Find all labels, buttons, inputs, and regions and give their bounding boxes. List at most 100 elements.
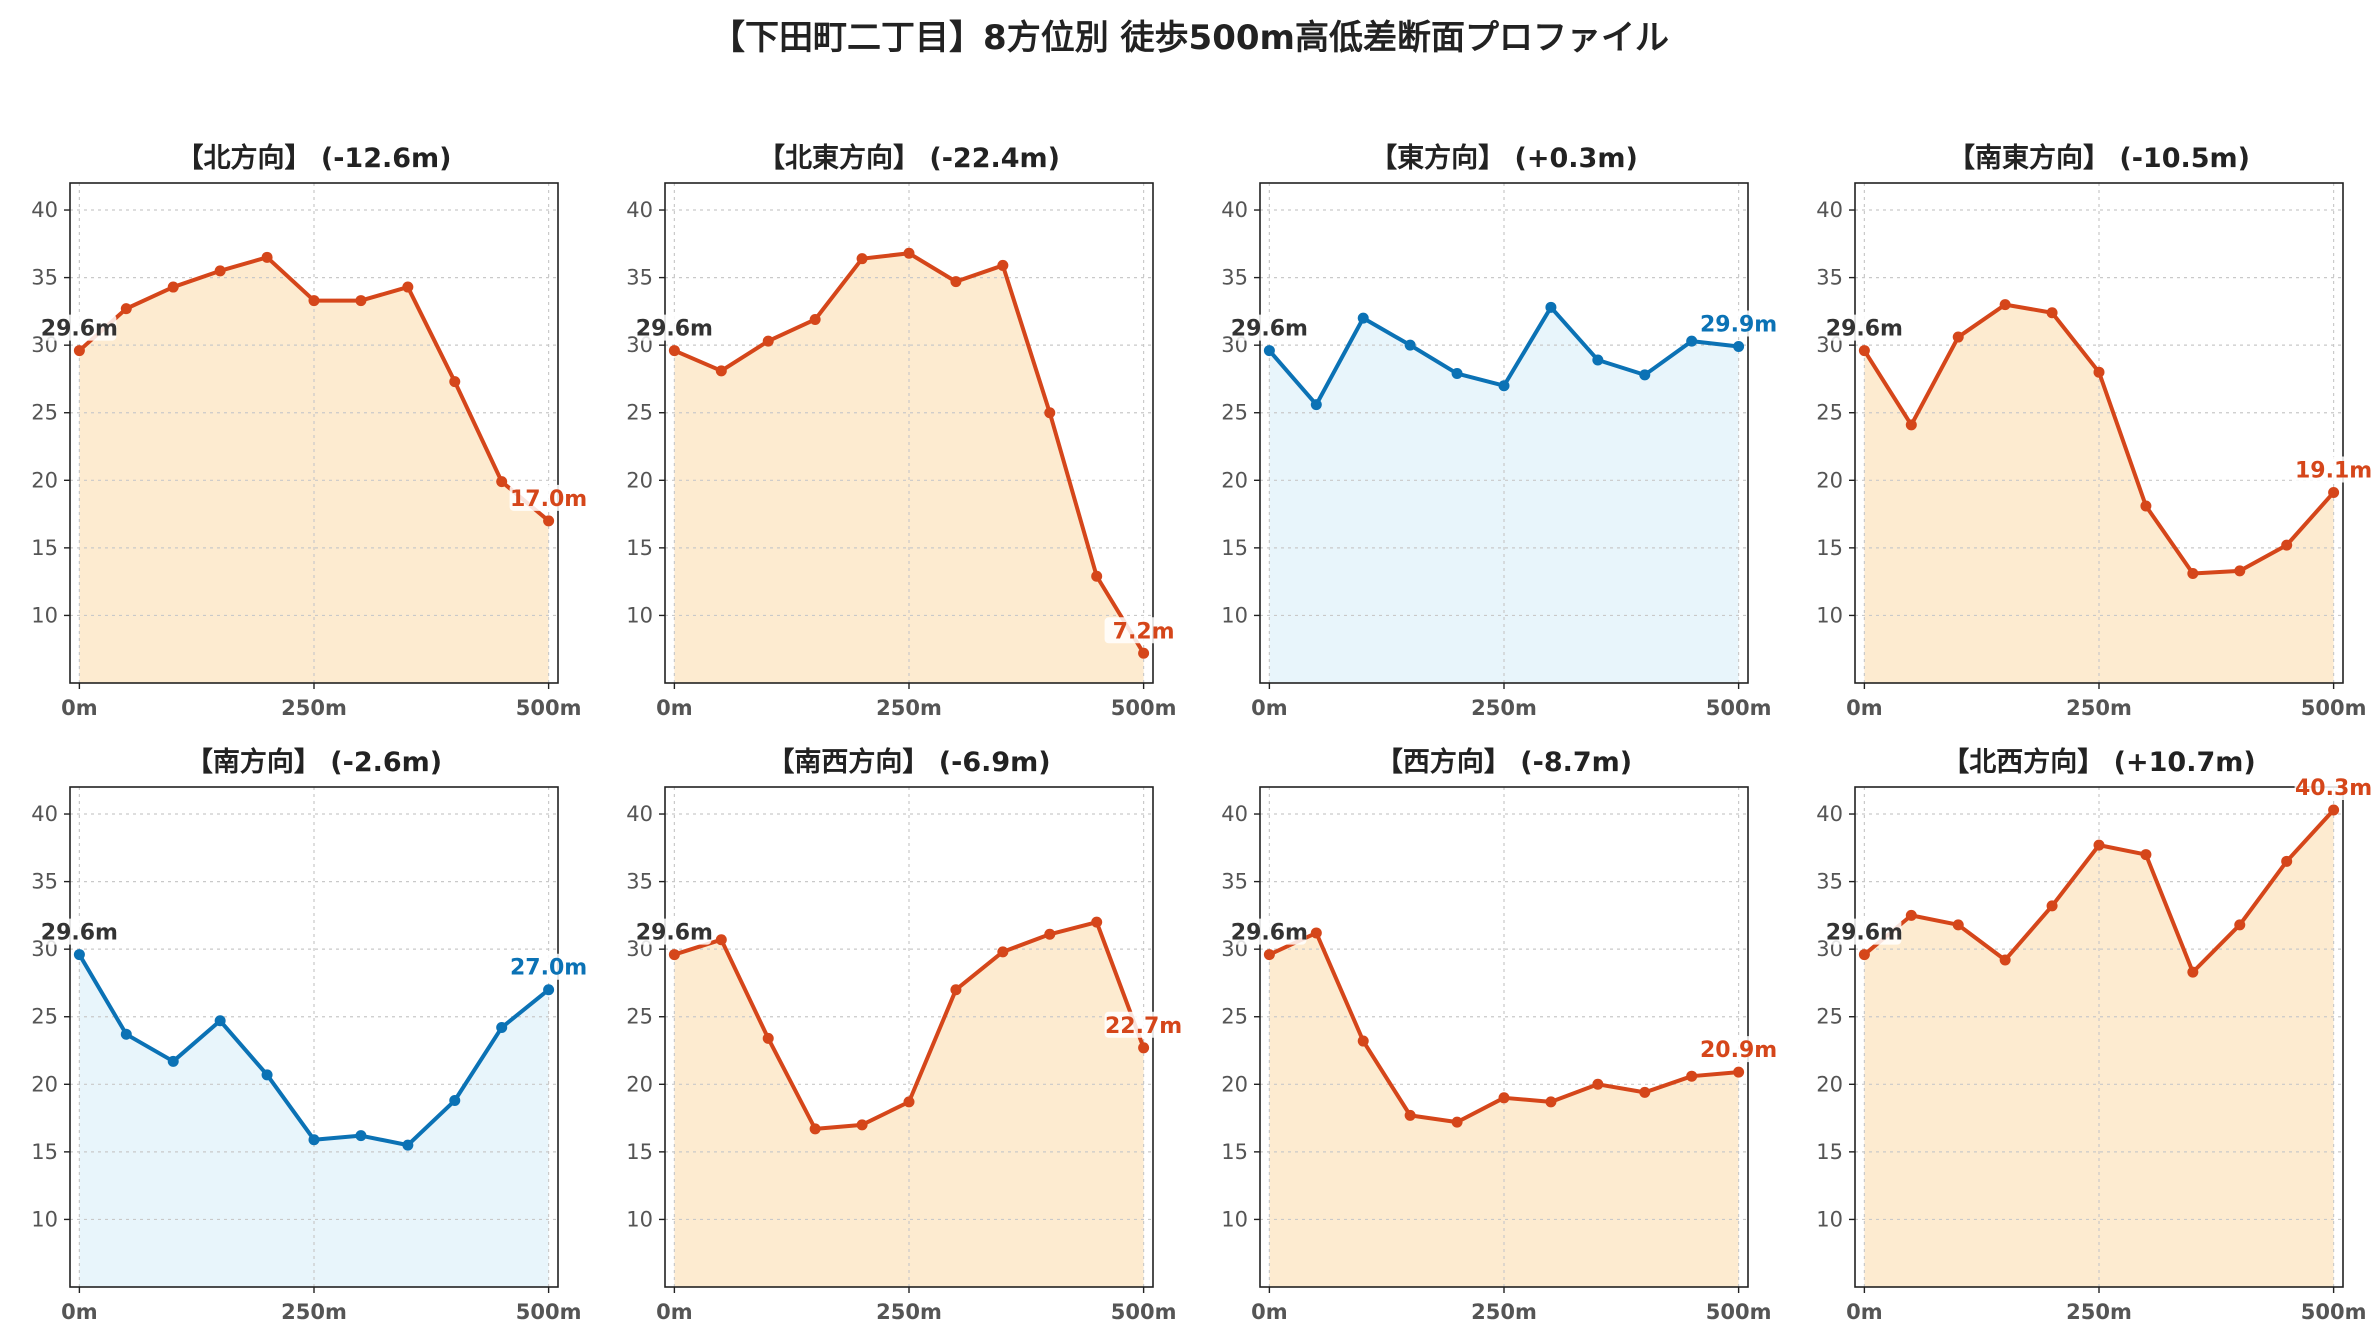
data-point [1310,927,1322,939]
data-point [402,281,414,293]
x-tick-label: 500m [1111,696,1177,720]
y-tick-label: 15 [1816,536,1843,560]
y-tick-label: 25 [31,401,58,425]
data-point [762,1032,774,1044]
data-point [1592,1078,1604,1090]
data-point [1858,949,1870,961]
end-label-bg [1104,617,1183,644]
y-tick-label: 10 [31,1207,58,1231]
data-point [1310,399,1322,411]
data-point [167,1055,179,1067]
x-tick-label: 250m [2066,696,2132,720]
data-point [1905,419,1917,431]
end-label: 40.3m [2295,776,2372,801]
data-point [1044,407,1056,419]
data-point [261,1069,273,1081]
y-tick-label: 25 [626,401,653,425]
y-tick-label: 20 [1221,468,1248,492]
data-point [496,476,508,488]
data-point [1404,1109,1416,1121]
chart-title: 【北東方向】 (-22.4m) [758,142,1060,174]
area-fill [1269,307,1739,683]
x-tick-label: 500m [516,1300,582,1324]
chart-title: 【西方向】 (-8.7m) [1376,746,1632,778]
y-tick-label: 15 [1221,536,1248,560]
x-tick-label: 250m [2066,1300,2132,1324]
y-tick-label: 35 [626,266,653,290]
y-tick-label: 35 [31,870,58,894]
data-point [2187,966,2199,978]
data-point [1091,570,1103,582]
y-tick-label: 15 [626,536,653,560]
y-tick-label: 15 [1816,1140,1843,1164]
x-tick-label: 250m [1471,1300,1537,1324]
y-tick-label: 40 [1221,802,1248,826]
y-tick-label: 35 [1221,266,1248,290]
data-point [2234,565,2246,577]
data-point [1451,368,1463,380]
data-point [308,1134,320,1146]
data-point [2281,855,2293,867]
y-tick-label: 10 [1221,603,1248,627]
start-label: 29.6m [636,317,713,342]
x-tick-label: 250m [876,1300,942,1324]
data-point [2328,486,2340,498]
start-label-bg [42,918,117,945]
x-tick-label: 250m [281,1300,347,1324]
data-point [1545,1096,1557,1108]
data-point [402,1139,414,1151]
data-point [2140,500,2152,512]
end-label-bg [509,953,588,980]
data-point [1263,949,1275,961]
start-label-bg [1827,314,1902,341]
data-point [1498,1092,1510,1104]
y-tick-label: 15 [626,1140,653,1164]
data-point [1905,909,1917,921]
y-tick-label: 25 [1816,1005,1843,1029]
data-point [1451,1116,1463,1128]
end-label-bg [1104,1011,1183,1038]
data-point [1592,354,1604,366]
y-tick-label: 15 [1221,1140,1248,1164]
data-point [1138,1042,1150,1054]
x-tick-label: 500m [2301,696,2367,720]
y-tick-label: 25 [31,1005,58,1029]
start-label: 29.6m [1826,921,1903,946]
x-tick-label: 500m [2301,1300,2367,1324]
data-point [668,345,680,357]
x-tick-label: 0m [1251,1300,1288,1324]
data-point [1044,928,1056,940]
y-tick-label: 10 [1221,1207,1248,1231]
data-point [2093,839,2105,851]
y-tick-label: 40 [1221,198,1248,222]
data-point [1686,1070,1698,1082]
data-point [903,247,915,259]
start-label: 29.6m [1231,317,1308,342]
data-point [261,251,273,263]
y-tick-label: 35 [1816,266,1843,290]
x-tick-label: 0m [1846,696,1883,720]
x-tick-label: 500m [1111,1300,1177,1324]
data-point [449,376,461,388]
x-tick-label: 500m [516,696,582,720]
start-label: 29.6m [636,921,713,946]
data-point [2046,900,2058,912]
data-point [73,949,85,961]
y-tick-label: 20 [1221,1072,1248,1096]
end-label-bg [1699,310,1778,337]
y-tick-label: 40 [1816,198,1843,222]
data-point [903,1096,915,1108]
data-point [715,365,727,377]
y-tick-label: 40 [626,802,653,826]
data-point [543,515,555,527]
data-point [1639,369,1651,381]
data-point [1498,380,1510,392]
figure-title: 【下田町二丁目】8方位別 徒歩500m高低差断面プロファイル [711,18,1669,58]
start-label-bg [1827,918,1902,945]
data-point [1733,341,1745,353]
